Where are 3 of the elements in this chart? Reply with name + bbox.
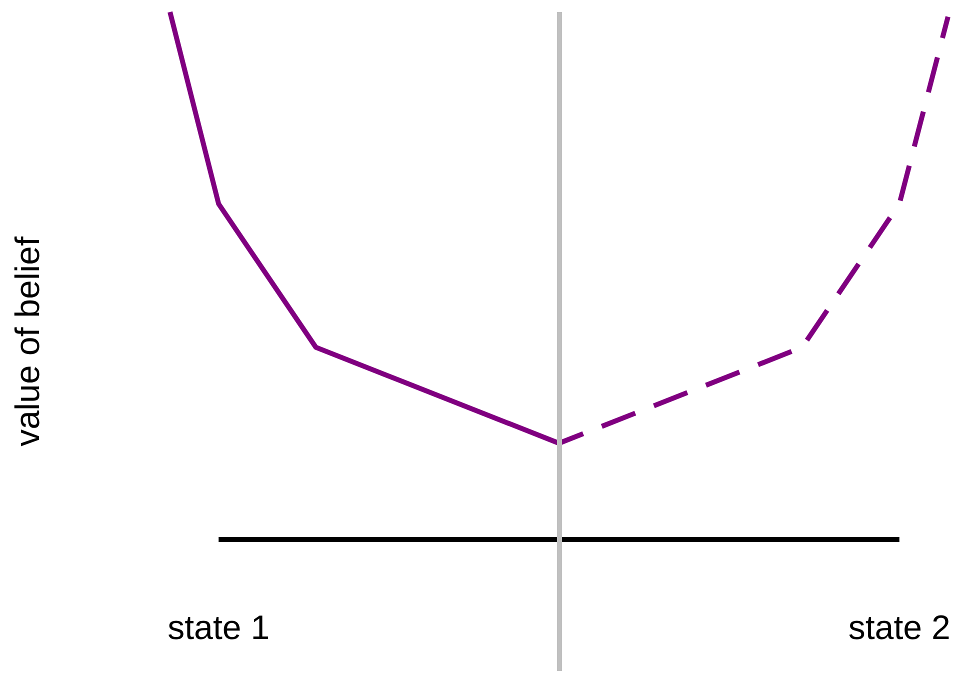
x-tick-label: state 1 [168, 609, 270, 647]
x-tick-label: state 2 [848, 609, 950, 647]
y-axis-title: value of belief [9, 236, 47, 446]
